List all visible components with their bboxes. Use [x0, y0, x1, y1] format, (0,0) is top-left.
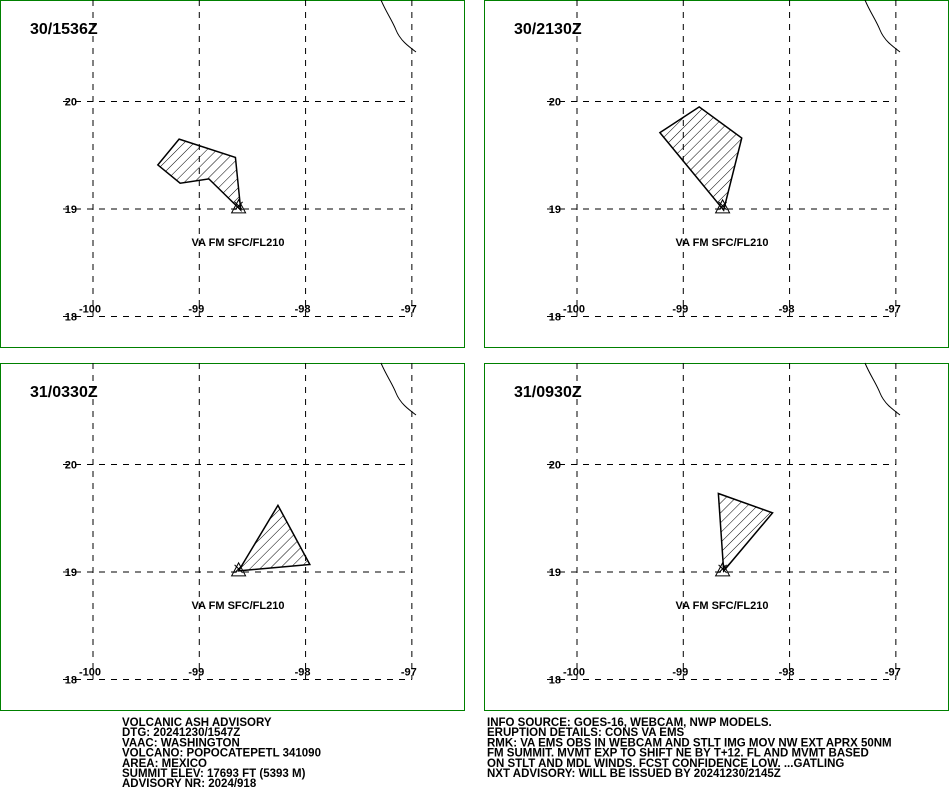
- advisory-line: DTG: 20241230/1547Z: [122, 727, 240, 739]
- panel-border: [0, 0, 465, 348]
- panel-title: 31/0330Z: [30, 384, 98, 401]
- panel-border: [484, 0, 949, 348]
- coastline: [864, 0, 901, 53]
- panel-title: 30/1536Z: [30, 21, 98, 38]
- ash-polygon: [156, 138, 242, 213]
- y-tick-label: 19: [65, 567, 77, 579]
- x-tick-label: -98: [295, 667, 311, 679]
- advisory-line: RMK: VA EMS OBS IN WEBCAM AND STLT IMG M…: [487, 737, 892, 749]
- x-tick-label: -99: [672, 667, 688, 679]
- x-tick-label: -100: [79, 304, 101, 316]
- map-panel: -100 -99 -98 -97 18 19 20 30/2130Z VA FM SFC/FL2…: [484, 0, 949, 348]
- x-tick-label: -100: [79, 667, 101, 679]
- x-tick-label: -99: [188, 304, 204, 316]
- annotation: VA FM SFC/FL210: [192, 600, 285, 612]
- panel-border: [484, 363, 949, 711]
- summit-marker: [714, 198, 731, 214]
- map-panel: -100 -99 -98 -97 18 19 20 31/0930Z VA FM SFC/FL2…: [484, 362, 949, 711]
- summit-marker: [230, 561, 247, 577]
- advisory-line: INFO SOURCE: GOES-16, WEBCAM, NWP MODELS…: [487, 717, 772, 729]
- advisory-line: SUMMIT ELEV: 17693 FT (5393 M): [122, 768, 306, 780]
- x-tick-label: -100: [563, 304, 585, 316]
- y-tick-label: 18: [65, 312, 77, 324]
- x-tick-label: -97: [885, 667, 901, 679]
- advisory-line: ERUPTION DETAILS: CONS VA EMS: [487, 727, 685, 739]
- y-tick-label: 19: [65, 204, 77, 216]
- advisory-line: VOLCANIC ASH ADVISORY: [122, 717, 272, 729]
- ash-polygon: [658, 105, 743, 212]
- y-tick-label: 20: [549, 96, 561, 108]
- summit-marker: [714, 561, 731, 577]
- map-panel: -100 -99 -98 -97 18 19 20 30/1536Z VA FM SFC/FL2…: [0, 0, 465, 348]
- advisory-line: FM SUMMIT. MVMT EXP TO SHIFT NE BY T+12.…: [487, 748, 869, 760]
- y-tick-label: 20: [65, 96, 77, 108]
- coastline: [864, 362, 901, 416]
- panel-title: 31/0930Z: [514, 384, 582, 401]
- advisory-line: AREA: MEXICO: [122, 758, 207, 770]
- annotation: VA FM SFC/FL210: [676, 237, 769, 249]
- y-tick-label: 18: [549, 675, 561, 687]
- x-tick-label: -98: [295, 304, 311, 316]
- y-tick-label: 20: [65, 459, 77, 471]
- coastline: [380, 362, 417, 416]
- coastline: [380, 0, 417, 53]
- x-tick-label: -97: [401, 304, 417, 316]
- y-tick-label: 18: [65, 675, 77, 687]
- advisory-line: VOLCANO: POPOCATEPETL 341090: [122, 748, 321, 760]
- advisory-line: ON STLT AND MDL WINDS. FCST CONFIDENCE L…: [487, 758, 844, 770]
- panel-title: 30/2130Z: [514, 21, 582, 38]
- x-tick-label: -100: [563, 667, 585, 679]
- x-tick-label: -97: [885, 304, 901, 316]
- map-panel: -100 -99 -98 -97 18 19 20 31/0330Z VA FM SFC/FL2…: [0, 362, 465, 711]
- x-tick-label: -97: [401, 667, 417, 679]
- x-tick-label: -98: [779, 667, 795, 679]
- x-tick-label: -98: [779, 304, 795, 316]
- ash-polygon: [717, 492, 774, 573]
- summit-marker: [230, 198, 247, 214]
- annotation: VA FM SFC/FL210: [676, 600, 769, 612]
- y-tick-label: 20: [549, 459, 561, 471]
- y-tick-label: 19: [549, 567, 561, 579]
- advisory-line: ADVISORY NR: 2024/918: [122, 778, 257, 790]
- x-tick-label: -99: [672, 304, 688, 316]
- annotation: VA FM SFC/FL210: [192, 237, 285, 249]
- advisory-line: VAAC: WASHINGTON: [122, 737, 240, 749]
- ash-polygon: [237, 503, 312, 572]
- y-tick-label: 18: [549, 312, 561, 324]
- x-tick-label: -99: [188, 667, 204, 679]
- advisory-line: NXT ADVISORY: WILL BE ISSUED BY 20241230…: [487, 768, 781, 780]
- y-tick-label: 19: [549, 204, 561, 216]
- panel-border: [0, 363, 465, 711]
